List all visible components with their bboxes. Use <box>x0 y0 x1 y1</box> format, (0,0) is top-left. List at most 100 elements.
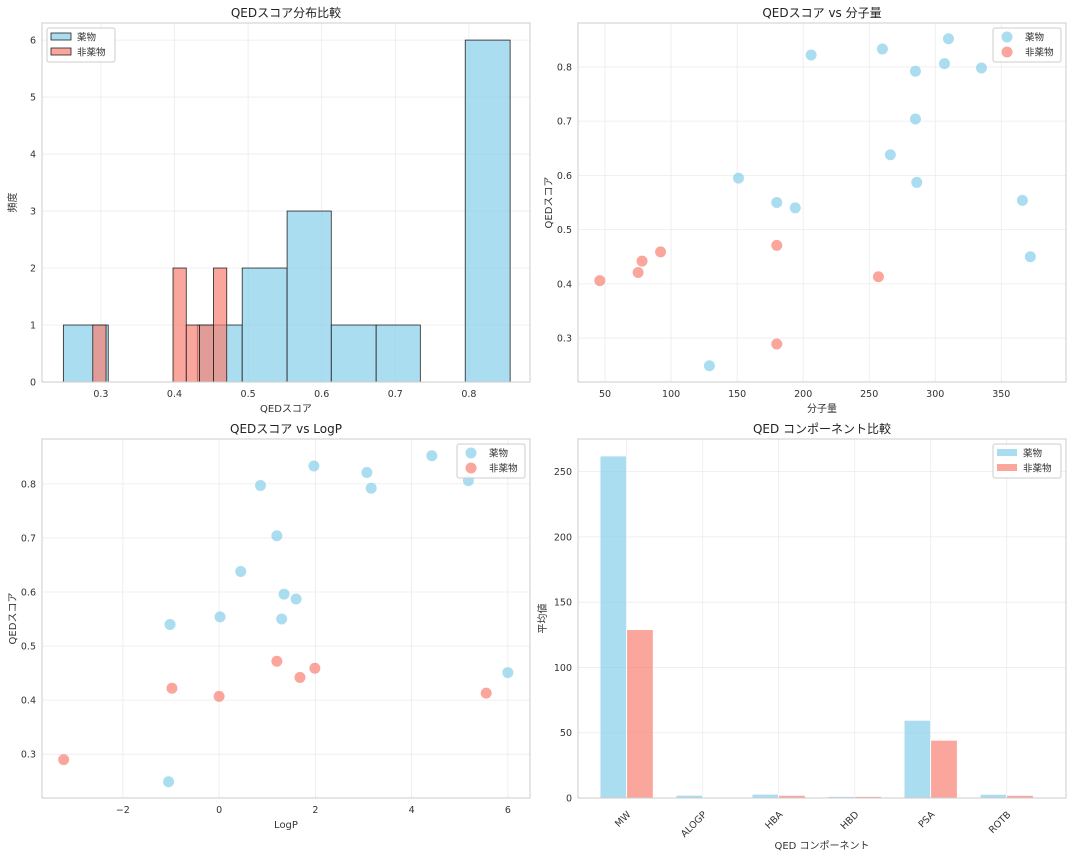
legend-marker <box>465 462 477 474</box>
x-tick-label: 250 <box>860 389 878 400</box>
scatter-point <box>938 58 950 70</box>
histogram-bar <box>172 267 187 383</box>
scatter-point <box>594 275 606 287</box>
scatter-point <box>480 687 492 699</box>
scatter-point <box>632 266 644 278</box>
x-tick-label: 0.3 <box>93 389 108 400</box>
y-tick-label: 4 <box>30 150 36 161</box>
scatter-point <box>426 450 438 462</box>
x-axis-label: QED コンポーネント <box>774 840 869 852</box>
y-tick-label: 250 <box>554 467 572 478</box>
y-tick-label: 0.5 <box>557 225 572 236</box>
y-tick-label: 2 <box>30 264 36 275</box>
axes-frame <box>577 22 1067 383</box>
y-tick-label: 0.7 <box>21 533 36 544</box>
scatter-point <box>271 530 283 542</box>
scatter-point <box>789 202 801 214</box>
histogram-bar <box>185 324 200 383</box>
legend-label: 薬物 <box>77 32 97 44</box>
x-axis-label: 分子量 <box>807 403 837 415</box>
scatter-point <box>308 460 320 472</box>
y-tick-label: 0.4 <box>21 696 36 707</box>
histogram-bar <box>241 267 288 383</box>
chart-3: −2 0 2 4 6 0.3 0.4 0.5 0.6 0.7 0.8 QEDスコア vs LogP Lo… <box>8 422 531 831</box>
y-tick-label: 0.6 <box>557 171 572 182</box>
y-tick-label: 1 <box>30 321 36 332</box>
histogram-bar <box>92 324 107 383</box>
y-axis-label: 頻度 <box>6 193 19 213</box>
x-tick-label: 0.8 <box>461 389 476 400</box>
legend-marker <box>1001 31 1013 43</box>
bar <box>930 739 958 799</box>
scatter-point <box>876 43 888 55</box>
y-tick-label: 6 <box>30 36 36 47</box>
legend-label: 非薬物 <box>1023 463 1052 475</box>
x-tick-label: MW <box>613 809 634 830</box>
scatter-point <box>884 149 896 161</box>
histogram-bar <box>199 324 214 383</box>
scatter-point <box>365 482 377 494</box>
y-tick-label: 0.5 <box>21 642 36 653</box>
scatter-point <box>636 255 648 267</box>
x-tick-label: 0 <box>216 805 222 816</box>
axes-frame <box>41 438 531 799</box>
x-tick-label: ROTB <box>987 809 1013 835</box>
scatter-point <box>213 690 225 702</box>
y-tick-label: 0.4 <box>557 279 572 290</box>
x-tick-label: PSA <box>917 809 938 830</box>
scatter-point <box>771 197 783 208</box>
chart-title: QEDスコア vs 分子量 <box>762 6 881 20</box>
legend-label: 非薬物 <box>1025 47 1054 59</box>
bar <box>599 455 628 799</box>
x-tick-label: 50 <box>599 389 611 400</box>
y-tick-label: 0.7 <box>557 117 572 128</box>
histogram-bar <box>286 210 332 383</box>
legend-label: 薬物 <box>1023 448 1043 460</box>
bar <box>979 793 1008 799</box>
axes-frame <box>577 438 1067 799</box>
scatter-point <box>290 593 302 605</box>
x-axis-label: QEDスコア <box>260 404 312 415</box>
y-axis-label: QEDスコア <box>544 177 555 229</box>
scatter-point <box>805 49 817 61</box>
y-tick-label: 150 <box>554 598 572 609</box>
scatter-point <box>1016 194 1028 206</box>
scatter-point <box>1024 251 1036 263</box>
y-tick-label: 3 <box>30 207 36 218</box>
x-tick-label: 0.5 <box>241 389 256 400</box>
legend-label: 非薬物 <box>77 47 106 59</box>
x-tick-label: 100 <box>662 389 680 400</box>
chart-4: MW ALOGP HBA HBD PSA ROTB 0 50 100 150 200 250 QED コ… <box>536 421 1067 852</box>
y-tick-label: 0.8 <box>557 62 572 73</box>
x-tick-label: HBA <box>763 809 785 831</box>
histogram-bar <box>213 267 228 383</box>
bar <box>903 719 932 799</box>
scatter-point <box>254 479 266 491</box>
scatter-point <box>909 65 921 77</box>
scatter-point <box>166 682 178 694</box>
scatter-point <box>214 611 226 623</box>
scatter-point <box>911 176 923 188</box>
scatter-point <box>278 588 290 600</box>
bar <box>626 629 654 799</box>
legend-marker <box>465 447 477 459</box>
x-tick-label: 350 <box>992 389 1010 400</box>
y-tick-label: 0.6 <box>21 588 36 599</box>
y-tick-label: 50 <box>560 728 572 739</box>
scatter-point <box>163 776 175 788</box>
scatter-point <box>361 467 373 479</box>
scatter-point <box>975 62 987 74</box>
chart-2: 50 100 150 200 250 300 350 0.3 0.4 0.5 0.6 0.7 0.8 QE… <box>544 6 1067 415</box>
x-tick-label: 300 <box>926 389 944 400</box>
scatter-point <box>294 671 306 683</box>
scatter-point <box>703 360 715 372</box>
chart-title: QED コンポーネント比較 <box>753 421 891 436</box>
legend-marker <box>997 464 1017 471</box>
legend-marker <box>50 47 72 56</box>
histogram-bar <box>464 39 511 383</box>
legend-marker <box>1001 46 1013 58</box>
